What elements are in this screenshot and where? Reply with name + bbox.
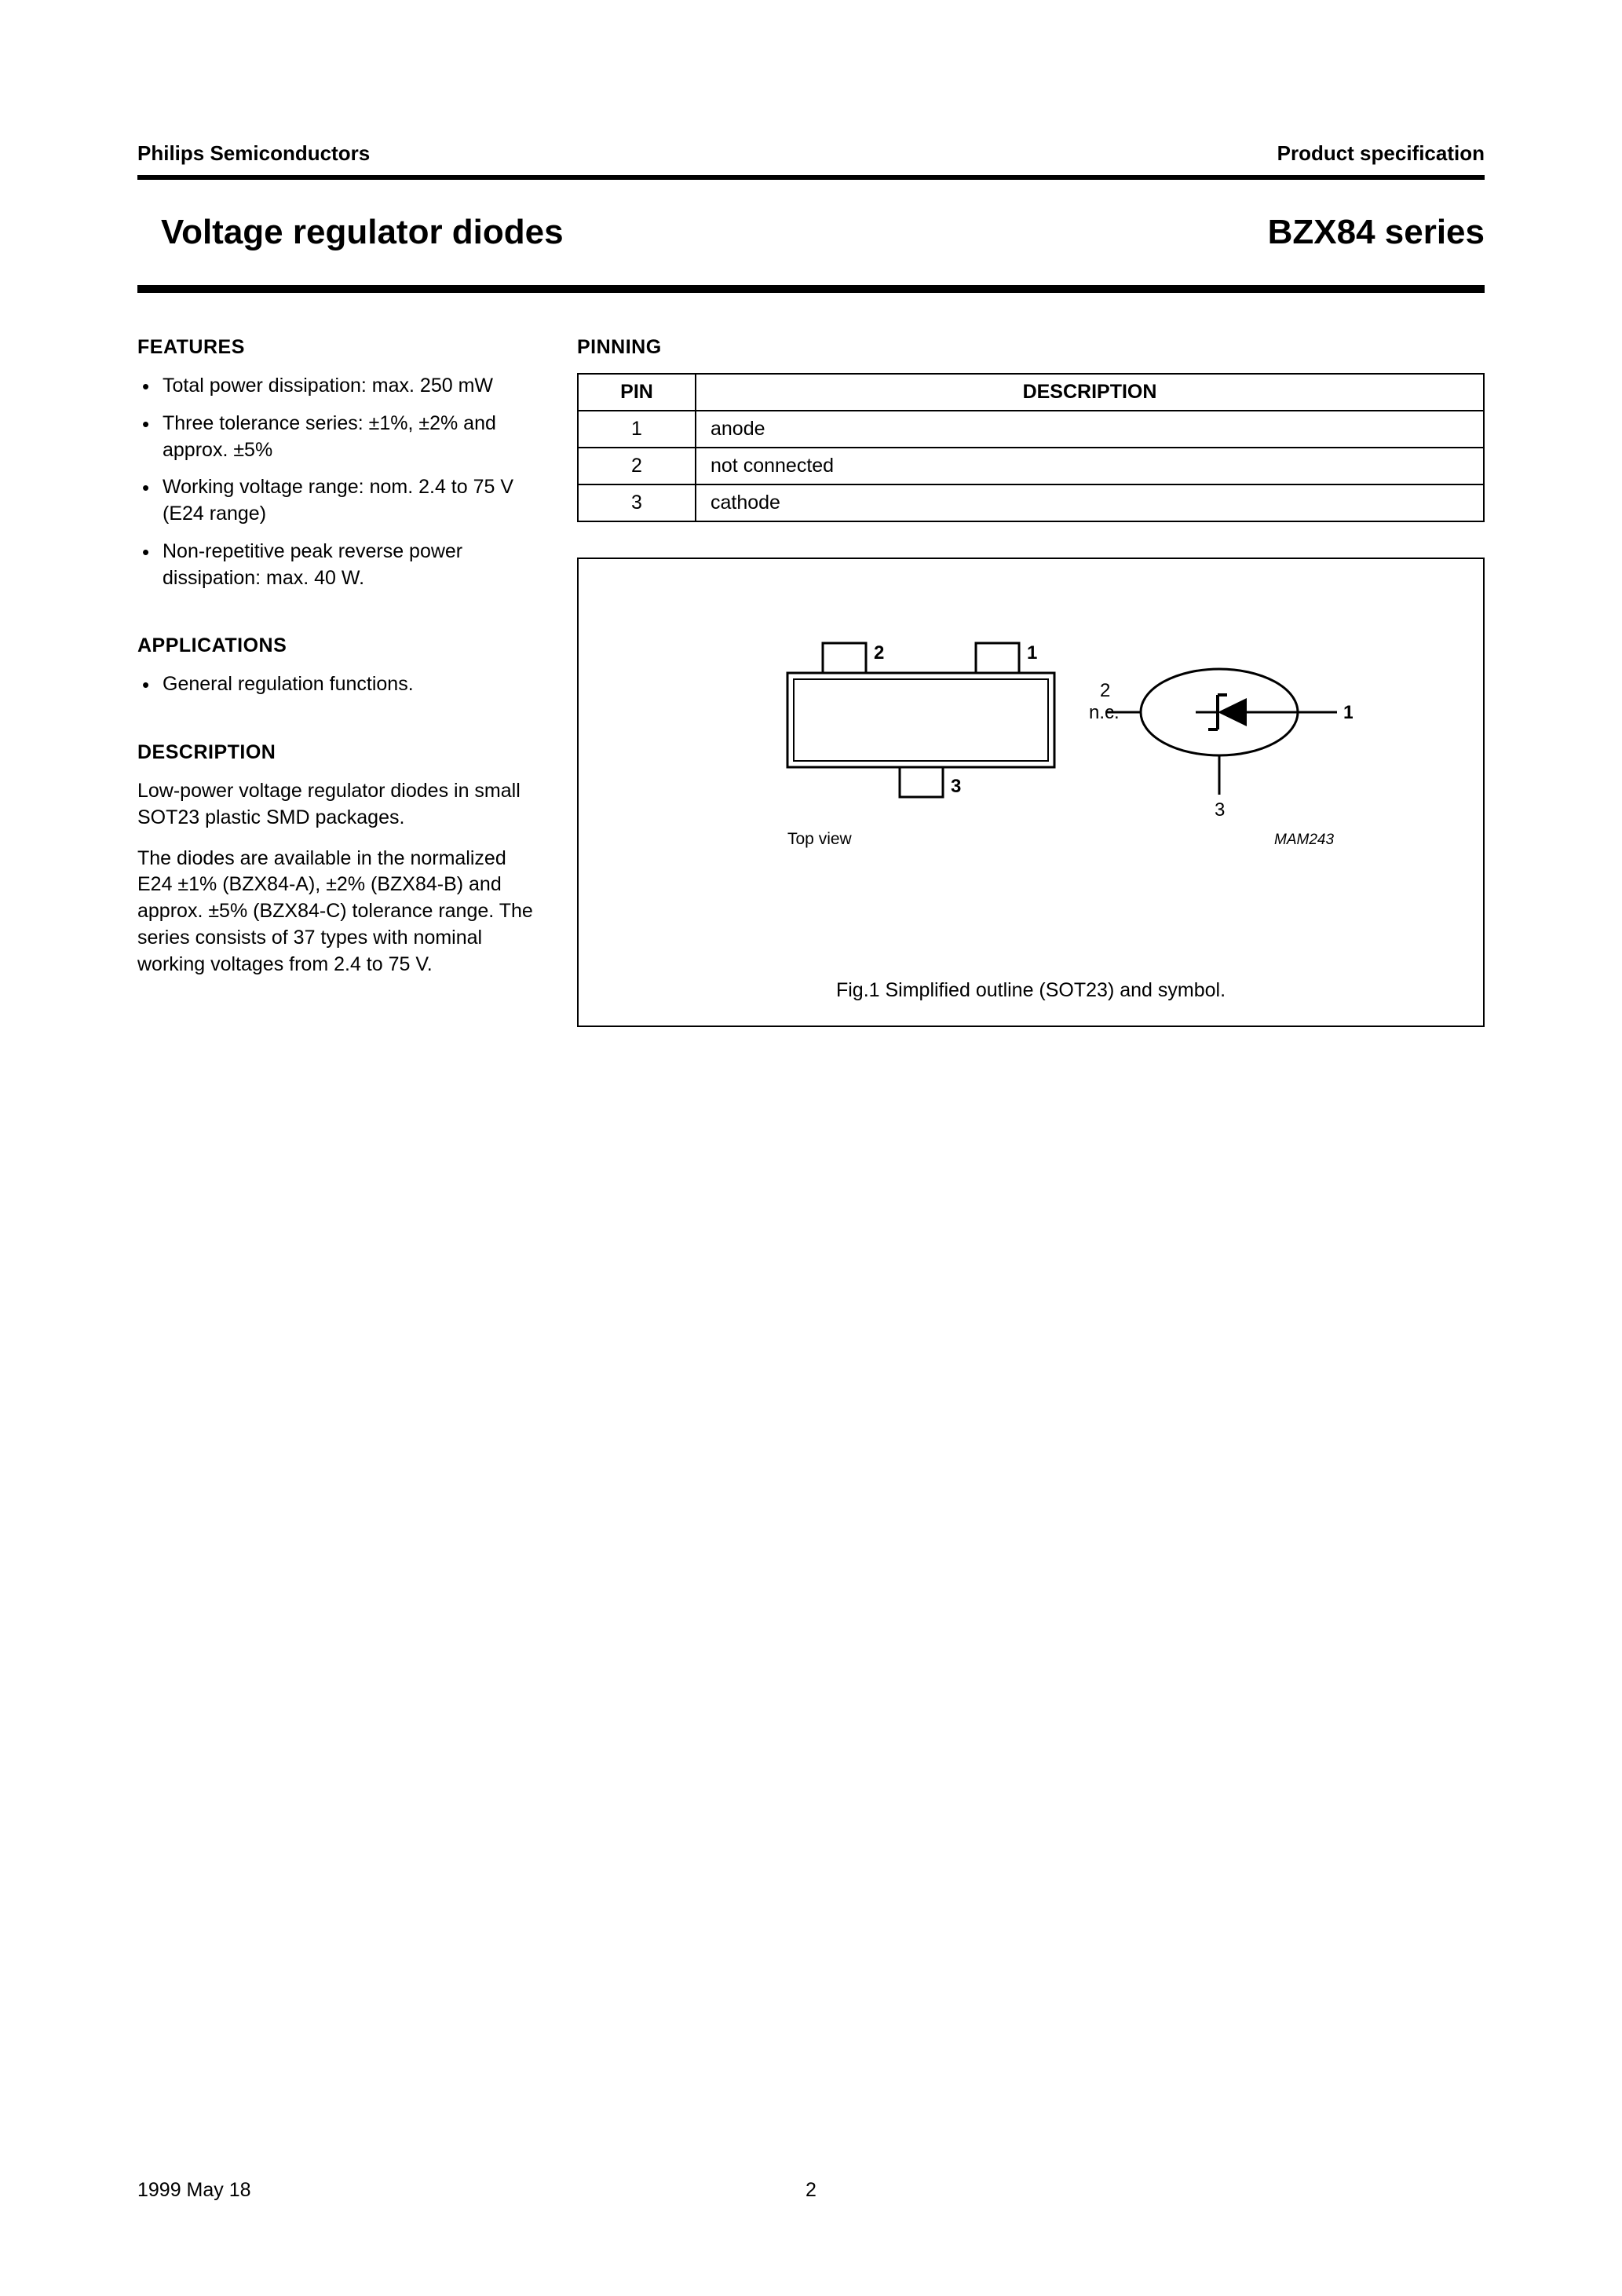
applications-heading: APPLICATIONS: [137, 634, 538, 657]
rule-title: [137, 285, 1485, 293]
table-row: 3 cathode: [578, 484, 1484, 521]
desc-cell: not connected: [696, 448, 1484, 484]
figure-box: 2 1 3: [577, 558, 1485, 1027]
pinning-heading: PINNING: [577, 336, 1485, 359]
symbol-nc-label: n.c.: [1089, 702, 1120, 723]
top-view-label: Top view: [787, 830, 853, 848]
description-para: The diodes are available in the normaliz…: [137, 846, 538, 978]
list-item: Non-repetitive peak reverse power dissip…: [137, 539, 538, 592]
desc-cell: cathode: [696, 484, 1484, 521]
table-row: 1 anode: [578, 411, 1484, 448]
pin-label: 2: [874, 642, 884, 664]
symbol-pin-label: 2: [1100, 680, 1110, 701]
title-left: Voltage regulator diodes: [161, 213, 564, 252]
pin-label: 3: [951, 776, 961, 797]
list-item: Total power dissipation: max. 250 mW: [137, 373, 538, 400]
table-row: 2 not connected: [578, 448, 1484, 484]
list-item: General regulation functions.: [137, 671, 538, 698]
content-columns: FEATURES Total power dissipation: max. 2…: [137, 336, 1485, 1027]
figure-svg-wrap: 2 1 3: [602, 594, 1459, 854]
figure-caption: Fig.1 Simplified outline (SOT23) and sym…: [602, 979, 1459, 1002]
pin-table-header-desc: DESCRIPTION: [696, 374, 1484, 411]
description-para: Low-power voltage regulator diodes in sm…: [137, 778, 538, 832]
left-column: FEATURES Total power dissipation: max. 2…: [137, 336, 538, 1027]
footer-page-number: 2: [806, 2179, 816, 2202]
figure-svg: 2 1 3: [709, 594, 1353, 854]
right-column: PINNING PIN DESCRIPTION 1 anode 2 not co…: [577, 336, 1485, 1027]
features-heading: FEATURES: [137, 336, 538, 359]
pin-cell: 3: [578, 484, 696, 521]
list-item: Three tolerance series: ±1%, ±2% and app…: [137, 411, 538, 464]
footer-date: 1999 May 18: [137, 2179, 251, 2202]
pin-table-header-pin: PIN: [578, 374, 696, 411]
pin-table: PIN DESCRIPTION 1 anode 2 not connected …: [577, 373, 1485, 522]
diode-symbol-icon: [1105, 669, 1337, 795]
title-row: Voltage regulator diodes BZX84 series: [137, 180, 1485, 285]
header-doc-type: Product specification: [1277, 141, 1485, 166]
pin-cell: 1: [578, 411, 696, 448]
symbol-pin-label: 1: [1343, 702, 1353, 723]
symbol-pin-label: 3: [1215, 799, 1225, 821]
pin-label: 1: [1027, 642, 1037, 664]
page-footer: 1999 May 18 2: [137, 2179, 1485, 2202]
desc-cell: anode: [696, 411, 1484, 448]
list-item: Working voltage range: nom. 2.4 to 75 V …: [137, 474, 538, 528]
mam-label: MAM243: [1274, 832, 1334, 848]
header-company: Philips Semiconductors: [137, 141, 370, 166]
applications-list: General regulation functions.: [137, 671, 538, 698]
features-list: Total power dissipation: max. 250 mW Thr…: [137, 373, 538, 591]
package-outline-icon: [787, 643, 1054, 797]
description-heading: DESCRIPTION: [137, 741, 538, 764]
pin-cell: 2: [578, 448, 696, 484]
title-right: BZX84 series: [1268, 213, 1485, 252]
page-header: Philips Semiconductors Product specifica…: [137, 141, 1485, 166]
